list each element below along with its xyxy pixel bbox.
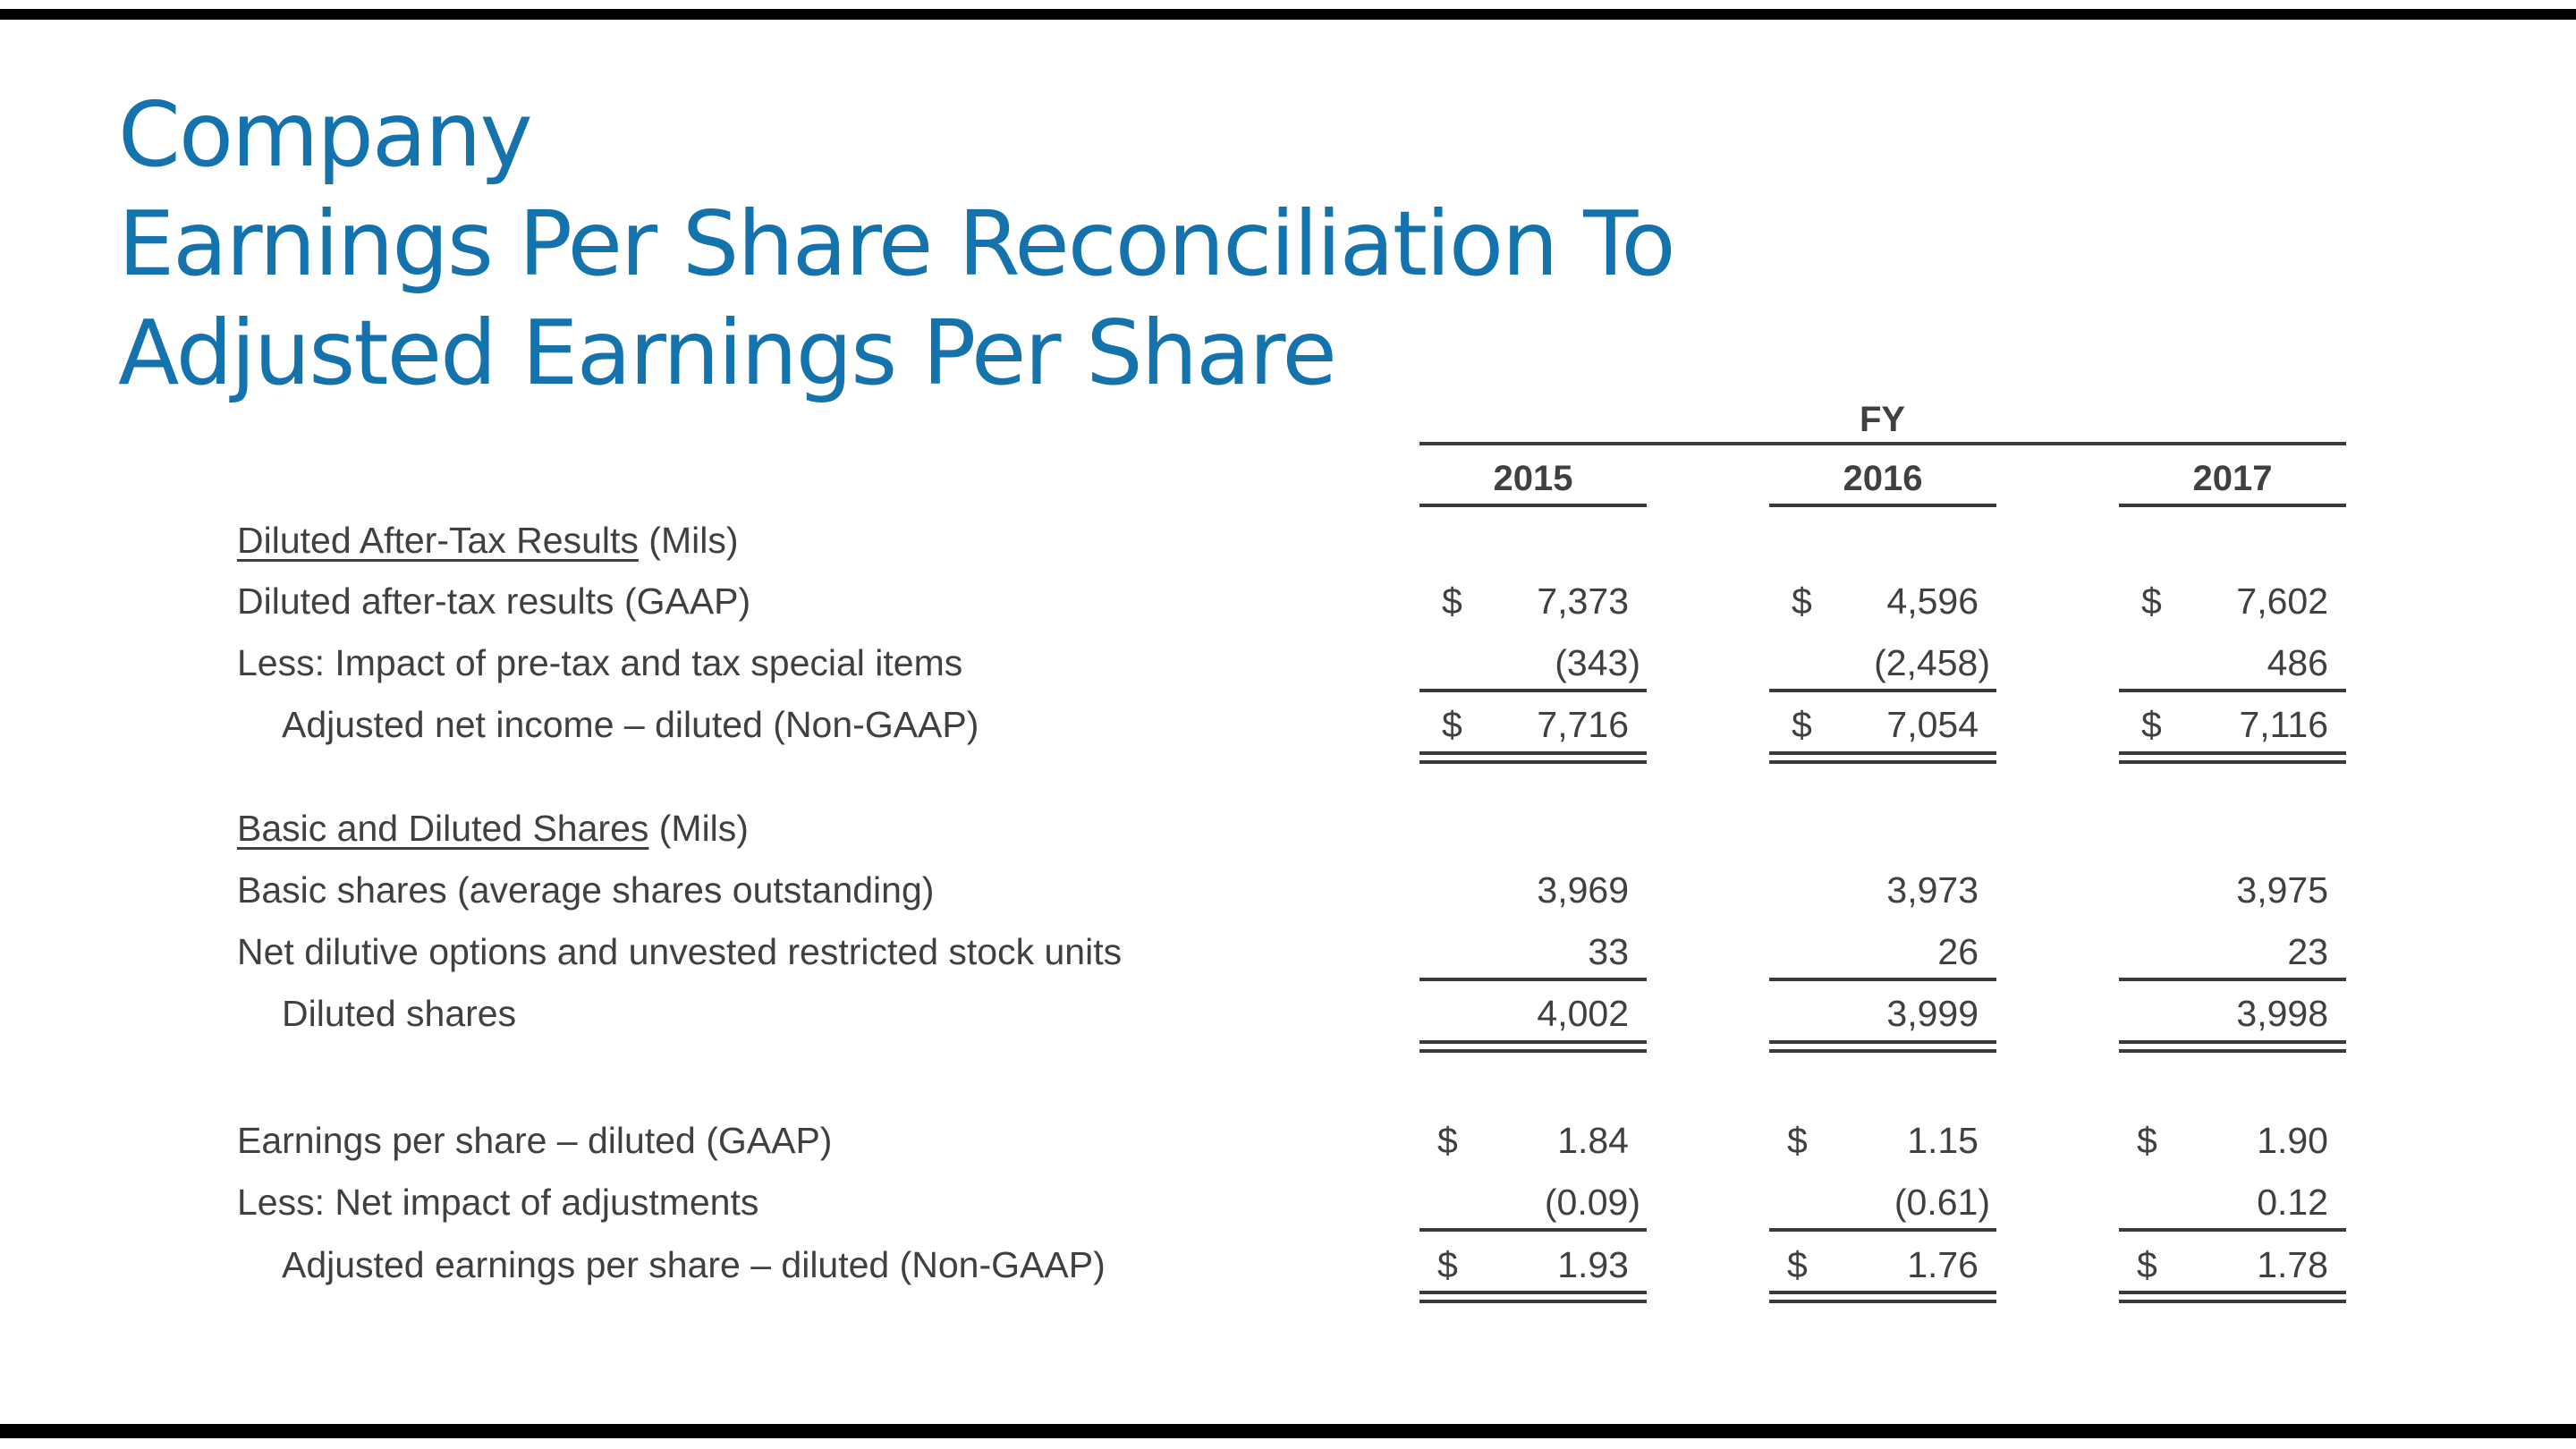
subtotal-rule [1769, 689, 1996, 692]
row-label: Adjusted earnings per share – diluted (N… [282, 1244, 1106, 1285]
row-label: Adjusted net income – diluted (Non-GAAP) [282, 704, 979, 745]
currency-symbol: $ [1437, 1120, 1458, 1161]
value-2016: 26 [1937, 931, 1979, 972]
value-2017: 486 [2267, 642, 2328, 683]
currency-symbol: $ [2141, 704, 2162, 745]
fy-header-rule [1419, 442, 2346, 445]
row-label: Diluted after-tax results (GAAP) [237, 580, 751, 622]
value-2015: 33 [1588, 931, 1629, 972]
total-double-rule [1769, 1040, 1996, 1053]
value-2015: 1.93 [1557, 1244, 1629, 1285]
section1-unit: (Mils) [638, 520, 739, 561]
section-heading: Diluted After-Tax Results (Mils) [237, 518, 738, 563]
year-header-2016: 2016 [1843, 459, 1923, 498]
top-border-bar [0, 9, 2576, 20]
title-line-1: Company [118, 82, 533, 187]
subtotal-rule [1419, 978, 1647, 981]
currency-symbol: $ [1787, 1244, 1808, 1285]
total-double-rule [1419, 1040, 1647, 1053]
section2-heading: Basic and Diluted Shares [237, 808, 649, 849]
subtotal-rule [1769, 978, 1996, 981]
value-2015: 7,373 [1537, 580, 1629, 622]
value-2016: 4,596 [1886, 580, 1979, 622]
value-2016: (2,458) [1874, 642, 1990, 683]
currency-symbol: $ [2141, 580, 2162, 622]
value-2016: 7,054 [1886, 704, 1979, 745]
value-2017: 3,998 [2236, 993, 2328, 1034]
value-2015: 1.84 [1557, 1120, 1629, 1161]
row-label: Earnings per share – diluted (GAAP) [237, 1120, 833, 1161]
year-rule-2017 [2119, 504, 2346, 507]
year-header-2015: 2015 [1493, 459, 1573, 498]
value-2017: 23 [2287, 931, 2328, 972]
currency-symbol: $ [1437, 1244, 1458, 1285]
value-2017: 1.78 [2257, 1244, 2328, 1285]
subtotal-rule [1769, 1228, 1996, 1232]
row-label: Less: Net impact of adjustments [237, 1182, 759, 1223]
value-2017: 3,975 [2236, 869, 2328, 911]
currency-symbol: $ [1442, 704, 1462, 745]
total-double-rule [1769, 1291, 1996, 1303]
total-double-rule [1419, 1291, 1647, 1303]
subtotal-rule [1419, 689, 1647, 692]
value-2017: 7,602 [2236, 580, 2328, 622]
title-line-3: Adjusted Earnings Per Share [118, 301, 1337, 405]
total-double-rule [2119, 751, 2346, 764]
currency-symbol: $ [2137, 1120, 2157, 1161]
year-header-2017: 2017 [2192, 459, 2273, 498]
row-label: Diluted shares [282, 993, 517, 1034]
year-rule-2016 [1769, 504, 1996, 507]
year-rule-2015 [1419, 504, 1647, 507]
total-double-rule [2119, 1040, 2346, 1053]
section1-heading: Diluted After-Tax Results [237, 520, 639, 561]
section-heading: Basic and Diluted Shares (Mils) [237, 806, 749, 851]
row-label: Net dilutive options and unvested restri… [237, 931, 1123, 972]
value-2015: 7,716 [1537, 704, 1629, 745]
total-double-rule [1769, 751, 1996, 764]
subtotal-rule [2119, 689, 2346, 692]
row-label: Basic shares (average shares outstanding… [237, 869, 935, 911]
value-2015: (343) [1555, 642, 1640, 683]
slide-title: Company Earnings Per Share Reconciliatio… [118, 80, 1676, 408]
bottom-border-bar [0, 1424, 2576, 1438]
subtotal-rule [1419, 1228, 1647, 1232]
value-2016: 1.76 [1907, 1244, 1979, 1285]
value-2016: 3,973 [1886, 869, 1979, 911]
value-2017: 1.90 [2257, 1120, 2328, 1161]
total-double-rule [1419, 751, 1647, 764]
currency-symbol: $ [1792, 704, 1812, 745]
value-2015: (0.09) [1544, 1182, 1640, 1223]
section2-unit: (Mils) [648, 808, 749, 849]
title-line-2: Earnings Per Share Reconciliation To [118, 191, 1676, 296]
currency-symbol: $ [1442, 580, 1462, 622]
value-2017: 7,116 [2239, 704, 2328, 745]
fy-header: FY [1859, 400, 1906, 439]
value-2015: 3,969 [1537, 869, 1629, 911]
total-double-rule [2119, 1291, 2346, 1303]
currency-symbol: $ [1787, 1120, 1808, 1161]
value-2016: (0.61) [1894, 1182, 1990, 1223]
value-2017: 0.12 [2257, 1182, 2328, 1223]
row-label: Less: Impact of pre-tax and tax special … [237, 642, 963, 683]
currency-symbol: $ [1792, 580, 1812, 622]
value-2016: 3,999 [1886, 993, 1979, 1034]
value-2015: 4,002 [1537, 993, 1629, 1034]
subtotal-rule [2119, 978, 2346, 981]
currency-symbol: $ [2137, 1244, 2157, 1285]
value-2016: 1.15 [1907, 1120, 1979, 1161]
subtotal-rule [2119, 1228, 2346, 1232]
